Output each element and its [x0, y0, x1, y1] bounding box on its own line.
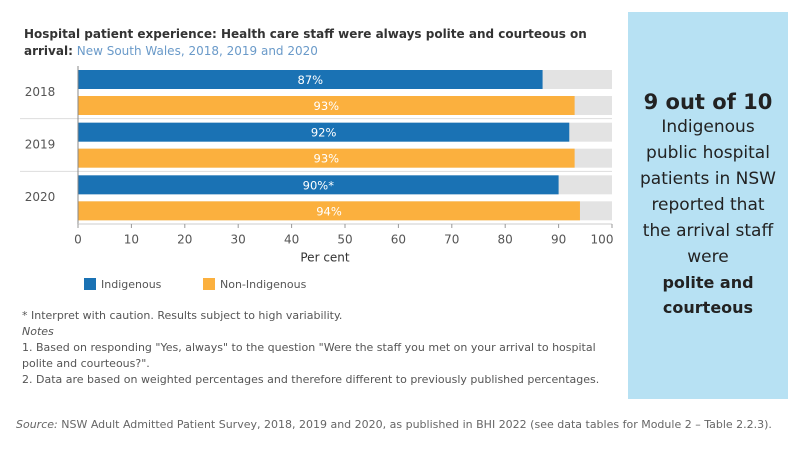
x-tick-label: 30 [231, 233, 246, 247]
x-tick-label: 60 [391, 233, 406, 247]
y-tick-label: 2020 [25, 190, 56, 204]
notes-heading: Notes [22, 325, 54, 338]
legend-swatch [203, 278, 215, 290]
x-tick-label: 70 [444, 233, 459, 247]
x-tick-label: 10 [124, 233, 139, 247]
chart-subtitle: New South Wales, 2018, 2019 and 2020 [76, 44, 318, 58]
notes: * Interpret with caution. Results subjec… [22, 308, 622, 388]
source-label: Source: [16, 418, 58, 431]
bar [78, 148, 575, 168]
chart-title: Hospital patient experience: Health care… [24, 27, 587, 58]
footnote: * Interpret with caution. Results subjec… [22, 309, 343, 322]
x-tick-label: 40 [284, 233, 299, 247]
bar [78, 70, 543, 89]
value-label: 93% [314, 99, 340, 113]
chart: 2018 87% 93% 2019 92% 93% 2020 90%* 94% 0 10 20 30 40… [20, 66, 614, 291]
source: Source: NSW Adult Admitted Patient Surve… [16, 418, 772, 431]
value-label: 93% [314, 152, 340, 166]
y-tick-label: 2018 [25, 85, 56, 99]
value-label: 92% [311, 126, 337, 140]
bar [78, 96, 575, 115]
y-tick-label: 2019 [25, 138, 56, 152]
x-tick-label: 90 [551, 233, 566, 247]
bar [78, 122, 570, 142]
legend-swatch [84, 278, 96, 290]
x-tick-label: 0 [74, 233, 82, 247]
title-block: Hospital patient experience: Health care… [24, 26, 614, 60]
x-tick-label: 50 [337, 233, 352, 247]
value-label: 90%* [303, 178, 335, 192]
panel-headline: 9 out of 10 [643, 90, 773, 114]
x-axis-label: Per cent [300, 251, 350, 265]
note: 2. Data are based on weighted percentage… [22, 373, 600, 386]
x-tick-label: 100 [591, 233, 614, 247]
x-tick-label: 20 [177, 233, 192, 247]
legend-label: Non-Indigenous [220, 278, 307, 291]
note: 1. Based on responding "Yes, always" to … [22, 341, 596, 370]
bar [78, 201, 580, 221]
side-panel: 9 out of 10 Indigenous public hospital p… [628, 12, 788, 399]
panel-emphasis: polite and courteous [662, 273, 754, 317]
x-tick-label: 80 [498, 233, 513, 247]
panel-text: Indigenous public hospital patients in N… [640, 117, 776, 267]
source-text: NSW Adult Admitted Patient Survey, 2018,… [61, 418, 772, 431]
bar [78, 175, 559, 195]
value-label: 94% [316, 204, 342, 218]
value-label: 87% [298, 73, 324, 87]
legend-label: Indigenous [101, 278, 162, 291]
